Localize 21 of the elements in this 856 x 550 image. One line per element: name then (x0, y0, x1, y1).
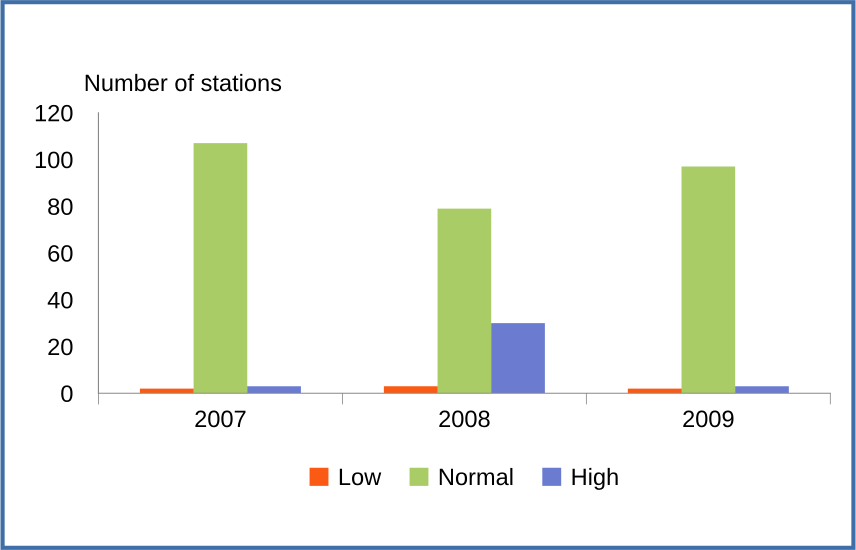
y-axis-title: Number of stations (86, 74, 282, 92)
y-tick-label: 0 (61, 385, 73, 402)
x-tick-label: 2008 (439, 410, 490, 428)
bar (384, 386, 438, 394)
x-tick-label: 2007 (195, 410, 246, 428)
y-tick-label: 100 (36, 152, 73, 168)
y-tick-label: 120 (36, 104, 73, 122)
legend-label: Low (340, 468, 382, 486)
bar (247, 386, 301, 394)
legend-label: Normal (440, 468, 512, 486)
y-tick-label: 60 (48, 245, 73, 262)
legend-label: High (572, 468, 618, 490)
bar (491, 323, 545, 394)
y-tick-label: 80 (48, 198, 73, 216)
bar (438, 208, 492, 394)
y-tick-label: 20 (48, 338, 73, 356)
x-tick-label: 2009 (683, 410, 734, 428)
bar (194, 143, 248, 394)
bar (682, 166, 736, 394)
bar (735, 386, 789, 394)
y-tick-label: 40 (48, 292, 73, 309)
